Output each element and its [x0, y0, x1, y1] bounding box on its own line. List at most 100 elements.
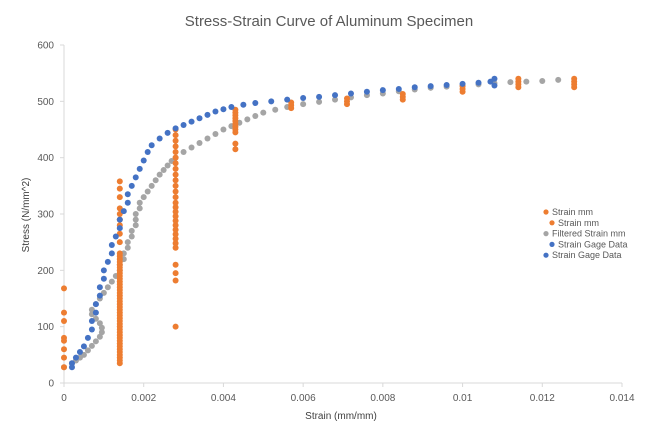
data-point	[172, 270, 179, 277]
data-point	[172, 182, 179, 189]
data-point	[132, 216, 139, 223]
data-point	[232, 140, 239, 147]
data-point	[96, 292, 103, 299]
y-tick-label: 200	[37, 266, 54, 277]
data-point	[172, 154, 179, 161]
data-point	[88, 326, 95, 333]
x-tick-label: 0.014	[609, 393, 634, 404]
data-point	[124, 191, 131, 198]
data-point	[220, 126, 227, 133]
data-point	[92, 309, 99, 316]
data-point	[459, 80, 466, 87]
data-point	[172, 277, 179, 284]
data-point	[140, 157, 147, 164]
data-point	[491, 82, 498, 89]
data-point	[399, 91, 406, 98]
data-point	[172, 160, 179, 167]
data-point	[172, 213, 179, 220]
x-axis-title: Strain (mm/mm)	[305, 411, 377, 422]
data-point	[140, 194, 147, 201]
data-point	[116, 250, 123, 257]
data-point	[252, 112, 259, 119]
data-point	[61, 309, 67, 316]
data-point	[61, 346, 67, 353]
data-point	[272, 106, 279, 113]
data-point	[284, 96, 291, 103]
x-tick-label: 0.004	[211, 393, 236, 404]
data-point	[144, 188, 151, 195]
legend-label: Filtered Strain mm	[552, 229, 626, 239]
data-point	[443, 81, 450, 88]
y-tick-label: 500	[37, 97, 54, 108]
data-point	[116, 185, 123, 192]
data-point	[136, 205, 143, 212]
data-point	[61, 354, 67, 361]
data-point	[61, 285, 67, 292]
data-point	[172, 143, 179, 150]
data-point	[228, 103, 235, 110]
data-point	[108, 278, 115, 285]
data-point	[128, 227, 135, 234]
data-point	[571, 75, 578, 82]
data-point	[172, 199, 179, 206]
data-point	[172, 188, 179, 195]
data-point	[92, 301, 99, 308]
data-point	[332, 96, 339, 103]
legend-marker	[543, 231, 549, 237]
data-point	[84, 334, 91, 341]
data-point	[92, 338, 99, 345]
data-point	[124, 239, 131, 246]
chart-title: Stress-Strain Curve of Aluminum Specimen	[185, 13, 473, 30]
data-point	[156, 135, 163, 142]
y-tick-label: 600	[37, 41, 54, 52]
x-tick-label: 0	[61, 393, 67, 404]
data-point	[152, 177, 159, 184]
data-point	[515, 75, 522, 82]
data-point	[395, 85, 402, 92]
data-point	[128, 233, 135, 240]
data-point	[172, 204, 179, 211]
data-point	[72, 354, 79, 361]
y-tick-label: 100	[37, 322, 54, 333]
legend-marker	[549, 220, 555, 226]
data-point	[172, 177, 179, 184]
data-point	[212, 131, 219, 138]
data-point	[172, 132, 179, 139]
data-point	[104, 284, 111, 291]
data-point	[180, 121, 187, 128]
data-point	[252, 100, 259, 107]
data-point	[172, 194, 179, 201]
data-point	[96, 333, 103, 340]
data-point	[136, 165, 143, 172]
data-point	[61, 364, 67, 371]
data-point	[188, 144, 195, 151]
data-point	[61, 334, 67, 341]
data-point	[136, 199, 143, 206]
data-point	[148, 182, 155, 189]
data-point	[148, 142, 155, 149]
legend-label: Strain mm	[552, 207, 593, 217]
data-point	[144, 149, 151, 156]
data-point	[188, 118, 195, 125]
data-point	[61, 318, 67, 325]
data-point	[196, 140, 203, 147]
data-point	[507, 79, 514, 86]
data-point	[212, 108, 219, 115]
data-point	[379, 87, 386, 94]
data-point	[180, 149, 187, 156]
y-axis-title: Stress (N/mm^2)	[21, 178, 32, 253]
data-point	[88, 318, 95, 325]
data-point	[260, 109, 267, 116]
data-point	[411, 84, 418, 91]
data-point	[240, 101, 247, 108]
data-point	[104, 258, 111, 265]
data-point	[76, 349, 83, 356]
data-point	[268, 98, 275, 105]
data-point	[347, 90, 354, 97]
data-point	[124, 199, 131, 206]
data-point	[196, 115, 203, 122]
plot-area: 0 100 200 300 400 500 600 0 0.002 0.004 0.006 0.008…	[37, 41, 635, 405]
data-point	[172, 222, 179, 229]
data-point	[116, 194, 123, 201]
